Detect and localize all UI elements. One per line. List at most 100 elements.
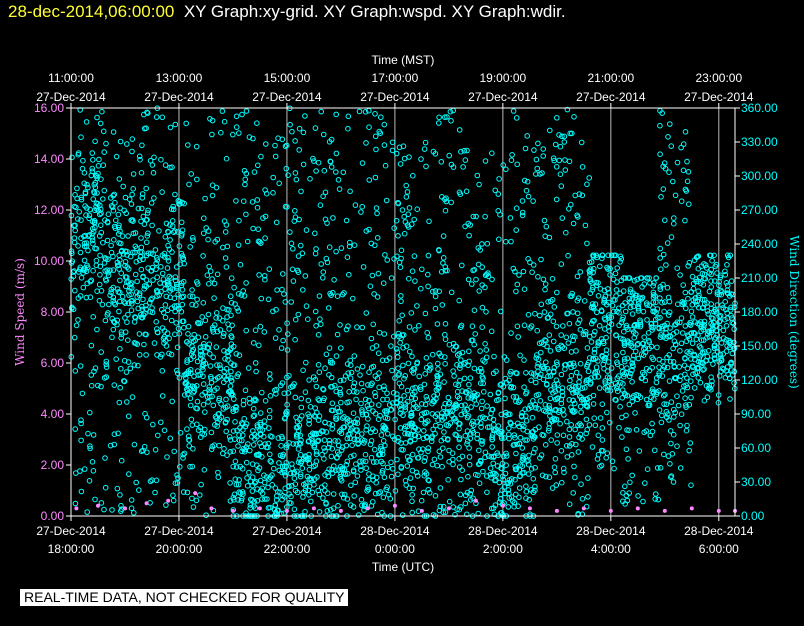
wind-direction-point — [343, 462, 350, 468]
wind-direction-point — [650, 324, 656, 331]
wind-direction-point — [416, 373, 423, 380]
wind-direction-point — [350, 410, 357, 417]
wind-direction-point — [661, 401, 667, 407]
wind-direction-point — [151, 154, 157, 161]
wind-direction-point — [348, 482, 354, 489]
wind-direction-point — [216, 442, 222, 449]
wind-direction-point — [312, 250, 319, 257]
wind-direction-point — [408, 410, 415, 417]
wind-direction-point — [352, 479, 359, 486]
wind-direction-point — [92, 496, 98, 503]
wind-direction-point — [344, 254, 351, 261]
wind-direction-point — [401, 393, 407, 399]
wind-direction-point — [259, 490, 266, 497]
wind-direction-point — [410, 365, 417, 372]
wind-direction-point — [209, 131, 215, 138]
wind-direction-point — [660, 358, 666, 365]
wind-direction-point — [498, 465, 504, 472]
wind-direction-point — [556, 157, 563, 164]
wind-direction-point — [695, 278, 702, 285]
wind-direction-point — [298, 188, 304, 195]
wind-direction-point — [125, 233, 131, 239]
wind-direction-point — [117, 277, 123, 284]
bottom-tick-date: 27-Dec-2014 — [252, 524, 322, 538]
wind-direction-point — [365, 484, 371, 491]
wind-direction-point — [244, 475, 250, 481]
wind-direction-point — [94, 326, 100, 333]
wind-direction-point — [440, 404, 447, 411]
wind-direction-point — [439, 417, 445, 423]
wind-direction-point — [139, 142, 145, 149]
wind-direction-point — [211, 295, 217, 301]
wind-direction-point — [692, 356, 698, 363]
wind-direction-point — [459, 262, 465, 269]
wind-direction-point — [165, 258, 172, 264]
wind-direction-point — [221, 368, 227, 375]
wind-direction-point — [139, 303, 145, 310]
wind-direction-point — [343, 217, 350, 224]
wind-direction-point — [118, 457, 125, 464]
wind-direction-point — [554, 362, 560, 368]
wind-direction-point — [145, 230, 151, 237]
wind-direction-point — [183, 120, 189, 127]
wind-direction-point — [588, 304, 595, 311]
wind-direction-point — [393, 150, 400, 157]
wind-direction-point — [357, 372, 363, 378]
wind-direction-point — [718, 291, 725, 298]
wind-direction-point — [200, 253, 206, 259]
wind-direction-point — [665, 294, 672, 301]
wind-direction-point — [538, 339, 545, 346]
wind-direction-point — [87, 443, 93, 449]
wind-direction-point — [503, 238, 509, 245]
wind-direction-point — [404, 189, 411, 195]
wind-direction-point — [701, 261, 707, 267]
wind-direction-point — [242, 387, 249, 394]
wind-direction-point — [294, 468, 300, 475]
axis-labels: 0.002.004.006.008.0010.0012.0014.0016.00… — [13, 53, 801, 574]
wind-direction-point — [322, 419, 328, 426]
wind-direction-point — [458, 402, 465, 409]
wind-direction-point — [462, 500, 469, 507]
wind-direction-point — [200, 362, 206, 369]
wind-direction-point — [535, 406, 542, 412]
wind-direction-point — [105, 211, 112, 217]
wind-direction-point — [148, 200, 155, 206]
wind-direction-point — [553, 164, 560, 170]
wind-direction-point — [368, 335, 375, 342]
wind-direction-point — [477, 420, 484, 427]
wind-direction-point — [393, 346, 400, 352]
wind-direction-point — [306, 451, 312, 458]
wind-direction-point — [146, 300, 153, 306]
wind-direction-point — [434, 462, 441, 469]
wind-direction-point — [590, 392, 597, 399]
wind-direction-point — [501, 354, 508, 360]
wind-direction-point — [227, 449, 234, 455]
wind-direction-point — [624, 355, 631, 362]
wind-direction-point — [577, 431, 584, 438]
wind-direction-point — [111, 382, 118, 388]
wind-direction-point — [629, 398, 636, 405]
wind-direction-point — [159, 368, 166, 374]
wind-direction-point — [344, 458, 351, 465]
wind-direction-point — [119, 233, 126, 239]
wind-direction-point — [542, 233, 549, 239]
wind-direction-point — [300, 494, 306, 500]
wind-direction-point — [437, 454, 444, 460]
wind-direction-point — [394, 354, 401, 360]
wind-direction-point — [129, 217, 136, 223]
wind-direction-point — [310, 155, 316, 162]
wind-direction-point — [189, 287, 195, 293]
wind-direction-point — [514, 441, 520, 448]
wind-direction-point — [239, 448, 245, 455]
wind-direction-point — [684, 375, 690, 381]
wind-direction-point — [511, 503, 517, 510]
wind-direction-point — [359, 437, 366, 443]
wind-direction-point — [497, 430, 503, 437]
wind-direction-point — [358, 463, 364, 470]
wind-direction-point — [535, 368, 541, 375]
wind-direction-point — [517, 434, 524, 441]
wind-direction-point — [117, 138, 124, 145]
wind-direction-point — [294, 267, 301, 274]
wind-direction-point — [603, 351, 609, 358]
wind-direction-point — [180, 489, 187, 495]
